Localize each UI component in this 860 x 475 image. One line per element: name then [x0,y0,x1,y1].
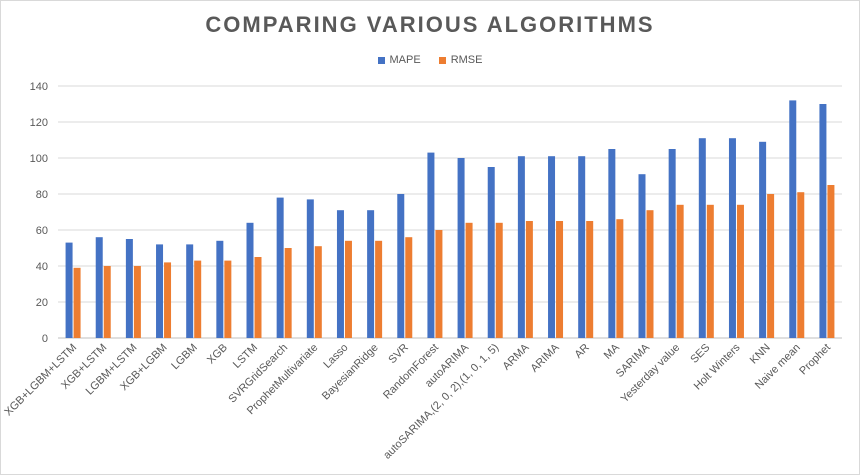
bar-mape [608,149,616,338]
bar-rmse [676,204,684,338]
legend-label-mape: MAPE [389,54,421,66]
y-tick-label: 0 [42,333,48,345]
bar-rmse [525,221,533,338]
bar-rmse [103,266,111,338]
bar-rmse [495,222,503,338]
bar-rmse [797,192,805,338]
bar-mape [156,244,164,338]
bar-rmse [164,262,172,338]
bar-mape [306,199,314,338]
bar-rmse [194,260,202,338]
bar-mape [246,222,254,338]
bar-mape [65,242,73,338]
y-tick-label: 140 [30,81,48,93]
legend-swatch-mape [377,56,385,64]
bar-mape [186,244,194,338]
bar-mape [698,138,706,338]
bar-mape [789,100,797,339]
bar-mape [517,156,525,338]
y-tick-label: 100 [30,153,48,165]
bar-mape [487,167,495,338]
bar-rmse [616,219,624,338]
x-tick-label: AR [573,342,592,361]
bar-mape [367,210,375,338]
x-tick-label: SVR [386,342,411,367]
bar-mape [216,240,224,338]
x-tick-label: LGBM [169,342,200,373]
bar-rmse [344,240,352,338]
x-tick-label: ARIMA [529,341,563,375]
y-tick-label: 120 [30,117,48,129]
bar-mape [728,138,736,338]
bar-rmse [284,248,292,338]
bar-mape [427,152,435,338]
bar-mape [336,210,344,338]
bar-rmse [706,204,714,338]
bar-mape [125,239,133,338]
bar-mape [668,149,676,338]
bar-mape [95,237,103,338]
bar-rmse [827,185,835,338]
y-tick-label: 60 [36,225,48,237]
bar-rmse [254,257,262,338]
x-tick-label: SES [688,342,712,366]
x-tick-label: KNN [748,342,773,367]
bar-rmse [314,246,322,338]
bar-rmse [73,267,81,338]
bar-rmse [736,204,744,338]
legend-item-rmse: RMSE [438,54,483,66]
bar-mape [276,197,284,338]
legend-item-mape: MAPE [377,54,421,66]
bar-mape [759,141,767,338]
bar-rmse [133,266,141,338]
x-tick-label: BayesianRidge [320,342,381,403]
y-tick-label: 40 [36,261,48,273]
bar-rmse [556,221,564,338]
bar-mape [397,194,405,338]
bar-rmse [586,221,594,338]
y-tick-label: 20 [36,297,48,309]
x-tick-label: XGB [205,342,230,367]
bar-rmse [375,240,383,338]
legend-label-rmse: RMSE [450,54,483,66]
chart-title: COMPARING VARIOUS ALGORITHMS [205,12,655,37]
bar-rmse [465,222,473,338]
x-tick-label: MA [602,341,623,362]
chart-legend: MAPE RMSE [0,54,860,66]
legend-swatch-rmse [438,56,446,64]
x-tick-label: Prophet [797,342,833,378]
bar-rmse [224,260,232,338]
bar-rmse [435,230,443,338]
bar-mape [638,174,646,338]
bar-mape [548,156,556,338]
bar-mape [819,104,827,338]
bar-rmse [646,210,654,338]
x-tick-label: ARMA [501,341,532,372]
bar-mape [457,158,465,338]
bar-mape [578,156,586,338]
bar-rmse [767,194,775,338]
bar-rmse [405,237,413,338]
y-tick-label: 80 [36,189,48,201]
